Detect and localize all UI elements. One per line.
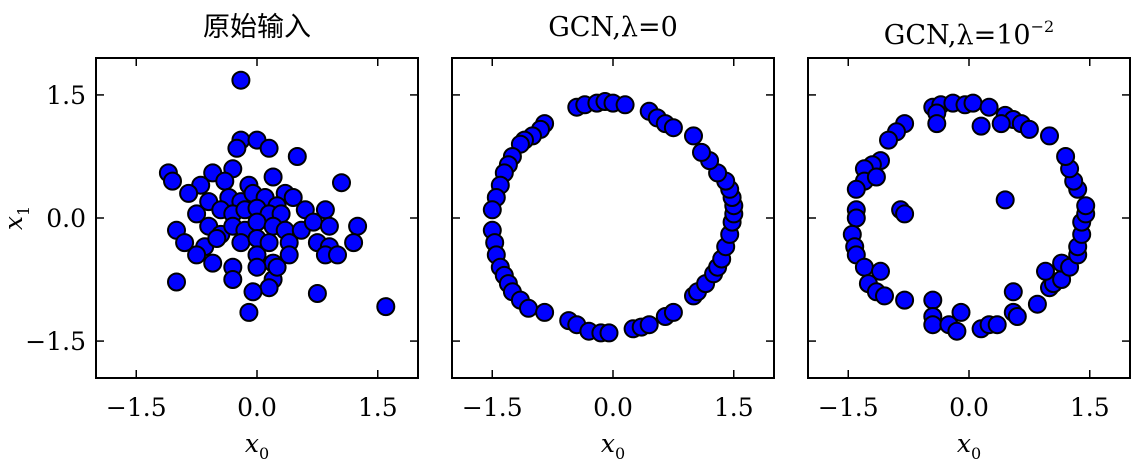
data-point — [866, 167, 886, 187]
panel-2: −1.5 0.0 1.5 GCN,λ=0 x0 — [451, 12, 775, 463]
x-axis-label: x0 — [601, 429, 625, 463]
y-tick-label: −1.5 — [25, 327, 86, 356]
data-point — [303, 212, 323, 232]
data-point — [243, 282, 263, 302]
data-point — [895, 290, 915, 310]
x-tick-label: 0.0 — [949, 393, 989, 422]
data-point — [287, 147, 307, 166]
data-point — [319, 216, 339, 236]
data-point — [259, 138, 279, 158]
data-point — [895, 204, 915, 224]
data-point — [203, 253, 223, 273]
data-point — [167, 272, 186, 292]
x-axis-label: x0 — [957, 429, 981, 463]
x-tick-label: −1.5 — [818, 393, 879, 422]
data-point — [846, 208, 866, 228]
data-point — [279, 245, 299, 265]
data-point — [1056, 147, 1076, 166]
data-point — [307, 284, 327, 303]
data-point — [344, 233, 364, 253]
data-point — [231, 70, 251, 90]
data-point — [923, 290, 943, 310]
data-point — [1040, 126, 1059, 146]
chart-title: GCN,λ=0 — [548, 12, 678, 43]
x-tick-label: 1.5 — [1070, 393, 1110, 422]
data-point — [663, 118, 683, 138]
data-point — [1003, 282, 1023, 302]
y-tick-label: 0.0 — [46, 204, 86, 233]
chart-title-exponent: −2 — [1031, 17, 1055, 36]
data-point — [639, 315, 659, 335]
x-tick-label: −1.5 — [106, 393, 167, 422]
data-point — [263, 167, 283, 187]
y-axis-label: x1 — [0, 206, 33, 230]
x-tick-label: −1.5 — [462, 393, 523, 422]
x-tick-label: 1.5 — [358, 393, 398, 422]
data-point — [227, 138, 247, 158]
data-point — [1027, 294, 1047, 314]
data-point — [846, 179, 866, 199]
data-point — [239, 302, 259, 322]
data-point — [179, 183, 199, 203]
data-point — [947, 321, 967, 341]
x-axis-label: x0 — [245, 429, 269, 463]
data-point — [663, 302, 683, 322]
data-point — [692, 142, 711, 162]
data-point — [1076, 196, 1096, 216]
data-point — [1019, 119, 1039, 139]
panel-1: −1.5 0.0 1.5 1.5 0.0 −1.5 原始输入 x0 x1 — [0, 12, 419, 463]
data-point — [283, 188, 303, 207]
data-point — [1036, 261, 1055, 281]
data-point — [187, 245, 207, 265]
chart-title: GCN,λ=10−2 — [884, 17, 1054, 51]
data-point — [871, 261, 890, 281]
data-point — [854, 257, 874, 277]
data-point — [207, 229, 227, 248]
data-point — [927, 114, 947, 134]
data-point — [995, 190, 1015, 210]
x-tick-label: 0.0 — [237, 393, 277, 422]
data-point — [991, 114, 1011, 134]
data-point — [328, 245, 347, 265]
data-point — [979, 97, 999, 117]
data-point — [923, 315, 943, 335]
data-point — [348, 216, 368, 236]
data-point — [215, 171, 235, 191]
data-point — [259, 233, 279, 253]
data-point — [163, 171, 182, 191]
data-point — [599, 323, 619, 343]
y-tick-label: 1.5 — [46, 81, 86, 110]
data-point — [684, 126, 703, 146]
data-point — [247, 212, 267, 232]
data-point — [223, 270, 243, 289]
data-point — [267, 257, 287, 277]
data-point — [231, 233, 251, 253]
data-point — [259, 278, 279, 298]
data-point — [879, 130, 898, 150]
x-tick-label: 1.5 — [714, 393, 754, 422]
data-point — [187, 204, 207, 224]
data-point — [987, 315, 1007, 335]
data-point — [875, 286, 894, 306]
data-point — [951, 302, 971, 322]
data-point — [332, 173, 351, 193]
data-point — [615, 95, 635, 115]
data-point — [247, 257, 267, 277]
data-point — [1007, 307, 1027, 326]
data-point — [175, 233, 195, 253]
data-point — [376, 297, 396, 317]
panel-3: −1.5 0.0 1.5 GCN,λ=10−2 x0 — [807, 17, 1131, 463]
x-tick-label: 0.0 — [593, 393, 633, 422]
chart-title: 原始输入 — [203, 12, 311, 43]
data-point — [971, 116, 991, 136]
data-point — [963, 93, 983, 113]
data-point — [519, 298, 538, 318]
data-point — [482, 200, 502, 220]
data-point — [535, 302, 555, 322]
